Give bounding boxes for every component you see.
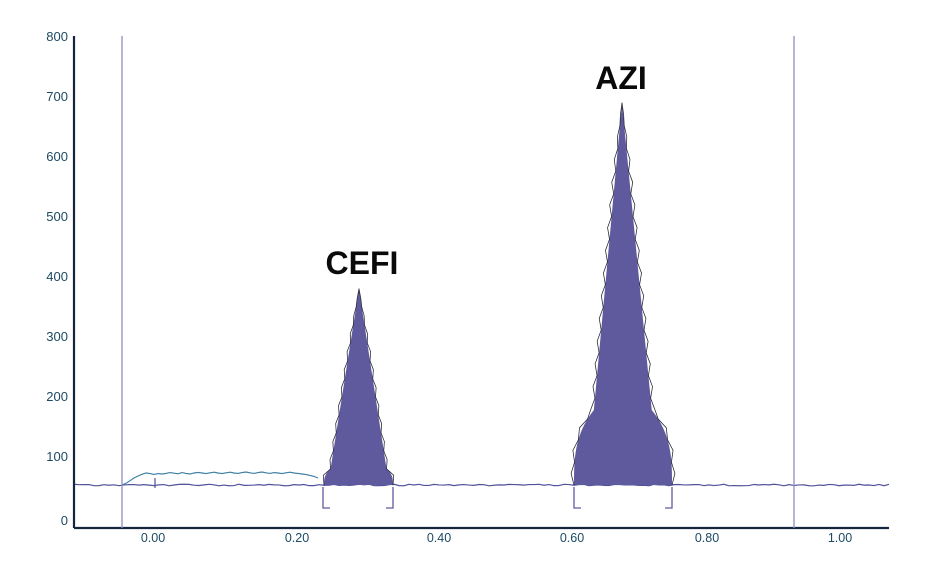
svg-text:600: 600 [46, 149, 68, 164]
svg-text:300: 300 [46, 329, 68, 344]
svg-text:1.00: 1.00 [828, 531, 852, 545]
svg-text:0.80: 0.80 [695, 531, 719, 545]
svg-text:200: 200 [46, 389, 68, 404]
svg-text:0: 0 [61, 513, 68, 528]
svg-text:0.40: 0.40 [427, 531, 451, 545]
svg-text:500: 500 [46, 209, 68, 224]
svg-text:400: 400 [46, 269, 68, 284]
svg-text:100: 100 [46, 449, 68, 464]
svg-text:0.60: 0.60 [560, 531, 584, 545]
svg-text:0.00: 0.00 [141, 531, 165, 545]
svg-text:CEFI: CEFI [326, 245, 399, 281]
svg-text:AZI: AZI [595, 60, 647, 96]
svg-text:0.20: 0.20 [285, 531, 309, 545]
svg-text:800: 800 [46, 29, 68, 44]
svg-text:700: 700 [46, 89, 68, 104]
